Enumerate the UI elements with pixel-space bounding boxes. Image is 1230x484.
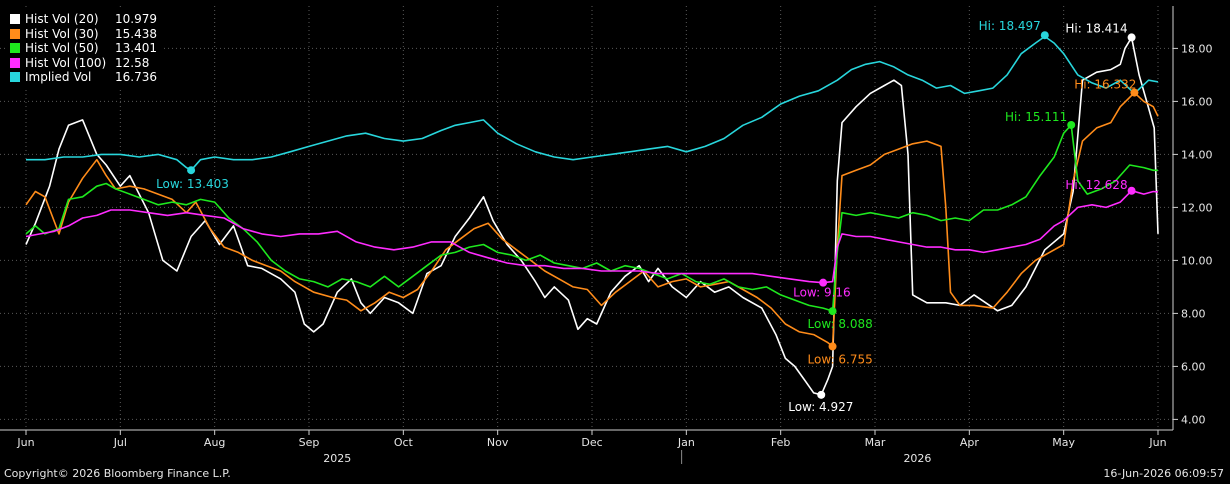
annotation-marker <box>817 390 826 399</box>
annotation-label: Hi: 16.332 <box>1074 78 1136 92</box>
series-lines <box>25 35 1159 396</box>
x-tick-label: Apr <box>960 436 980 449</box>
series-line-0 <box>25 36 1159 396</box>
annotation-marker <box>1127 186 1136 195</box>
annotation-marker <box>819 278 828 287</box>
y-tick-label: 6.00 <box>1181 360 1206 373</box>
legend-swatch <box>10 14 20 25</box>
series-line-3 <box>25 189 1159 284</box>
annotation-label: Hi: 18.497 <box>979 19 1041 33</box>
annotation-marker <box>1127 33 1136 42</box>
x-tick-label: May <box>1052 436 1075 449</box>
annotation-marker <box>1040 31 1049 40</box>
legend-series-value: 12.58 <box>115 55 150 70</box>
y-tick-label: 10.00 <box>1181 254 1213 267</box>
series-line-4 <box>26 35 1159 172</box>
x-year-label: 2025 <box>323 452 351 465</box>
y-tick-label: 14.00 <box>1181 148 1213 161</box>
annotation-marker <box>828 307 837 316</box>
annotations: Low: 4.927 Hi: 18.414 Low: 6.755 Hi: 16.332… <box>156 19 1139 414</box>
legend-entry: Hist Vol (30) 15.438 <box>10 27 157 42</box>
y-tick-label: 12.00 <box>1181 201 1213 214</box>
annotation-label: Hi: 18.414 <box>1065 21 1127 35</box>
legend-series-name: Hist Vol (30) <box>25 26 99 41</box>
x-tick-label: Sep <box>299 436 320 449</box>
copyright-text: Copyright© 2026 Bloomberg Finance L.P. <box>4 467 231 480</box>
x-tick-label: Jan <box>677 436 695 449</box>
legend-swatch <box>10 57 20 68</box>
x-tick-label: Jul <box>113 436 127 449</box>
annotation-marker <box>187 166 196 175</box>
x-tick-label: Dec <box>581 436 602 449</box>
legend-series-name: Implied Vol <box>25 70 92 85</box>
y-tick-label: 8.00 <box>1181 307 1206 320</box>
legend: Hist Vol (20) 10.979 Hist Vol (30) 15.438 Hi… <box>6 10 161 88</box>
legend-series-value: 10.979 <box>115 12 157 27</box>
legend-swatch <box>10 43 20 54</box>
x-tick-label: Jun <box>1148 436 1166 449</box>
annotation-label: Low: 13.403 <box>156 177 229 191</box>
y-tick-label: 4.00 <box>1181 413 1206 426</box>
x-tick-label: Feb <box>771 436 790 449</box>
legend-entry: Implied Vol 16.736 <box>10 70 157 85</box>
annotation-label: Low: 8.088 <box>808 317 873 331</box>
x-tick-label: Oct <box>394 436 414 449</box>
legend-entry: Hist Vol (100) 12.58 <box>10 56 157 71</box>
y-tick-label: 16.00 <box>1181 95 1213 108</box>
x-tick-label: Jun <box>16 436 34 449</box>
legend-series-value: 13.401 <box>115 41 157 56</box>
y-tick-label: 18.00 <box>1181 42 1213 55</box>
annotation-marker <box>828 342 837 351</box>
annotation-label: Low: 6.755 <box>808 352 873 366</box>
legend-series-name: Hist Vol (20) <box>25 12 99 27</box>
x-year-label: 2026 <box>903 452 931 465</box>
annotation-label: Hi: 15.111 <box>1005 110 1067 124</box>
legend-series-value: 16.736 <box>115 70 157 85</box>
annotation-label: Low: 4.927 <box>788 400 853 414</box>
legend-swatch <box>10 72 20 83</box>
legend-series-value: 15.438 <box>115 26 157 41</box>
legend-series-name: Hist Vol (100) <box>25 55 107 70</box>
legend-entry: Hist Vol (50) 13.401 <box>10 41 157 56</box>
legend-entry: Hist Vol (20) 10.979 <box>10 12 157 27</box>
annotation-label: Low: 9.16 <box>793 286 851 300</box>
x-tick-label: Nov <box>487 436 509 449</box>
annotation-marker <box>1067 120 1076 129</box>
legend-series-name: Hist Vol (50) <box>25 41 99 56</box>
legend-swatch <box>10 28 20 39</box>
plot-area <box>0 6 1173 430</box>
x-tick-label: Mar <box>865 436 886 449</box>
annotation-label: Hi: 12.628 <box>1065 178 1127 192</box>
x-tick-label: Aug <box>204 436 225 449</box>
annotation-marker <box>1130 88 1139 97</box>
timestamp-text: 16-Jun-2026 06:09:57 <box>1103 467 1224 480</box>
